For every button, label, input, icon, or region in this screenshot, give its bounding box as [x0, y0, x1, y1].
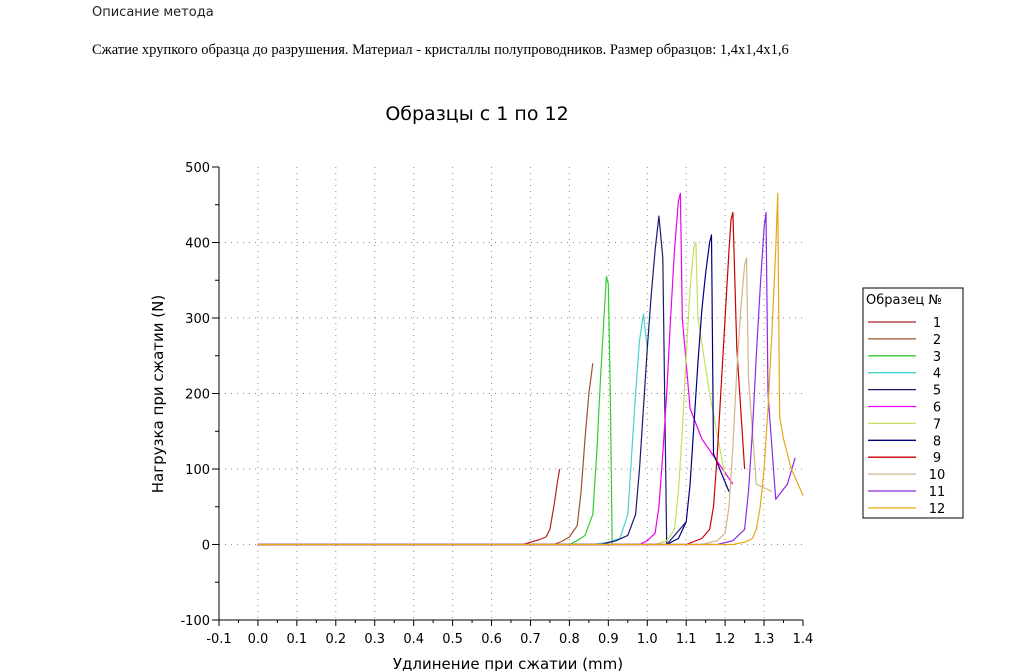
y-axis-label: Нагрузка при сжатии (N) [149, 295, 167, 493]
y-tick-label: 400 [185, 237, 210, 252]
x-axis-label: Удлинение при сжатии (mm) [393, 655, 623, 671]
series-line-3 [257, 275, 613, 546]
legend-label-8: 8 [933, 434, 941, 449]
legend-label-3: 3 [933, 350, 941, 365]
axes: -0.1 0.0 0.1 0.2 0.3 0.4 0.5 0.6 0.7 0.8 0.9 1.0 1.1… [180, 161, 813, 647]
x-tick-label: 1.1 [676, 632, 697, 647]
series-line-1 [257, 468, 561, 546]
description-text: Сжатие хрупкого образца до разрушения. М… [92, 42, 789, 58]
x-tick-label: 0.5 [442, 632, 463, 647]
legend-label-1: 1 [933, 316, 941, 331]
x-tick-label: 1.2 [715, 632, 736, 647]
x-tick-label: 0.0 [248, 632, 269, 647]
legend-label-4: 4 [933, 367, 941, 382]
chart-title: Образцы с 1 по 12 [385, 103, 568, 125]
series-line-4 [257, 313, 648, 546]
legend-label-6: 6 [933, 401, 941, 416]
x-tick-label: 0.8 [559, 632, 580, 647]
series-line-9 [257, 211, 746, 546]
legend-label-11: 11 [929, 485, 946, 500]
y-tick-label: 100 [185, 463, 210, 478]
x-tick-label: 0.2 [325, 632, 346, 647]
series-line-5 [257, 215, 687, 546]
series-line-2 [257, 363, 594, 546]
legend-label-5: 5 [933, 384, 941, 399]
series-line-7 [257, 241, 726, 546]
series-line-8 [257, 234, 730, 546]
x-tick-label: 0.7 [520, 632, 541, 647]
legend-box [862, 287, 964, 519]
grid [219, 167, 803, 620]
x-tick-label: 0.3 [364, 632, 385, 647]
legend-label-7: 7 [933, 417, 941, 432]
series-line-10 [257, 257, 773, 546]
y-tick-label: -100 [180, 614, 210, 629]
series-lines [257, 192, 804, 546]
x-tick-label: 1.3 [754, 632, 775, 647]
y-tick-label: 0 [202, 539, 210, 554]
x-tick-label: 0.9 [598, 632, 619, 647]
series-line-11 [257, 211, 796, 546]
legend-label-9: 9 [933, 451, 941, 466]
y-tick-label: 300 [185, 312, 210, 327]
x-tick-label: 1.4 [793, 632, 814, 647]
y-tick-label: 500 [185, 161, 210, 176]
series-line-6 [257, 192, 734, 546]
x-tick-label: 1.0 [637, 632, 658, 647]
y-tick-label: 200 [185, 388, 210, 403]
method-label: Описание метода [92, 5, 214, 20]
x-tick-label: 0.4 [403, 632, 424, 647]
legend-title: Образец № [866, 293, 942, 308]
series-line-12 [257, 192, 804, 546]
x-tick-label: -0.1 [206, 632, 231, 647]
legend-label-10: 10 [929, 468, 946, 483]
x-tick-label: 0.6 [481, 632, 502, 647]
legend-label-2: 2 [933, 333, 941, 348]
legend-label-12: 12 [929, 502, 946, 517]
x-tick-label: 0.1 [287, 632, 308, 647]
